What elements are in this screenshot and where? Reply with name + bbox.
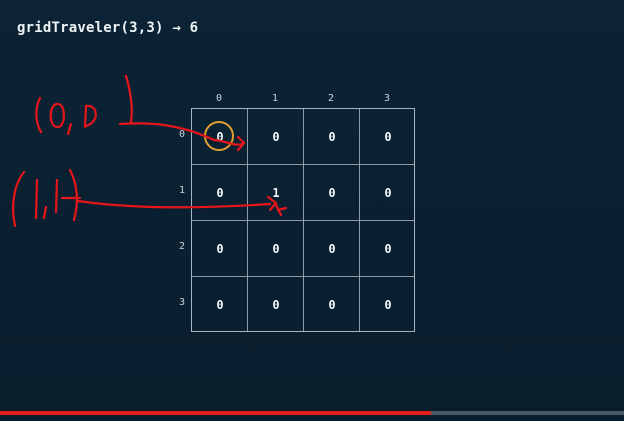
row-label-2: 2 [178,241,186,252]
grid-line-vertical [359,109,360,331]
annotation-arrow-0-0 [118,122,246,152]
column-label-2: 2 [327,93,335,104]
grid-cell-3-2: 0 [328,298,336,312]
grid-cell-0-1: 0 [272,130,280,144]
progress-bar-fill [0,411,431,415]
grid-cell-1-3: 0 [384,186,392,200]
grid-cell-2-1: 0 [272,242,280,256]
grid-cell-3-1: 0 [272,298,280,312]
grid-cell-0-2: 0 [328,130,336,144]
grid-line-horizontal [192,276,414,277]
row-label-0: 0 [178,129,186,140]
grid-cell-2-2: 0 [328,242,336,256]
grid-line-horizontal [192,220,414,221]
column-label-0: 0 [215,93,223,104]
column-label-1: 1 [271,93,279,104]
annotation-label-0-0 [35,74,133,136]
grid-cell-2-0: 0 [216,242,224,256]
row-label-3: 3 [178,297,186,308]
page-title: gridTraveler(3,3) → 6 [17,20,199,36]
grid-cell-2-3: 0 [384,242,392,256]
video-progress-bar[interactable] [0,411,624,415]
grid-cell-3-3: 0 [384,298,392,312]
column-label-3: 3 [383,93,391,104]
grid-cell-0-3: 0 [384,130,392,144]
grid-cell-1-0: 0 [216,186,224,200]
annotation-arrow-1-1 [76,195,288,217]
grid-cell-1-1: 1 [272,186,280,200]
row-label-1: 1 [178,185,186,196]
grid-cell-1-2: 0 [328,186,336,200]
grid-cell-3-0: 0 [216,298,224,312]
annotation-label-1-1 [12,168,82,228]
